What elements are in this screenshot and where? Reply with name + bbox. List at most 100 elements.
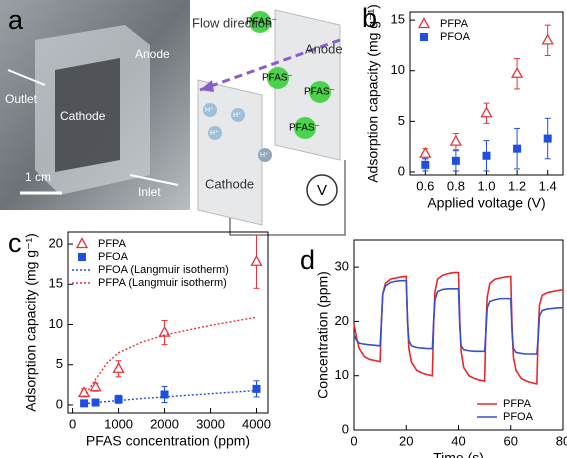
marker: [114, 395, 123, 404]
marker: [77, 386, 91, 398]
anion-label: PFAS⁻: [304, 87, 335, 98]
legend-swatch: [420, 33, 428, 41]
y-tick-label: 30: [335, 259, 349, 274]
y-axis-label: Concentration (ppm): [315, 271, 331, 399]
x-tick-label: 20: [399, 433, 413, 448]
x-tick-label: 0.8: [447, 178, 465, 193]
marker: [112, 361, 125, 373]
x-tick-label: 1000: [104, 416, 133, 431]
x-tick-label: 0.6: [416, 178, 434, 193]
proton: [258, 148, 272, 162]
anion: [267, 67, 289, 89]
marker: [541, 33, 554, 45]
flow-arrowhead: [200, 80, 214, 92]
marker: [513, 144, 522, 153]
data-line: [84, 389, 257, 405]
marker: [250, 254, 263, 266]
flow-arrow: [199, 38, 341, 92]
panel-label: c: [8, 228, 22, 258]
electrode: [55, 58, 120, 172]
proton: [208, 126, 222, 140]
voltmeter: [306, 174, 338, 206]
proton: [231, 108, 245, 122]
x-axis-label: PFAS concentration (ppm): [86, 433, 250, 449]
data-line: [83, 316, 257, 398]
x-tick-label: 60: [504, 433, 518, 448]
y-axis-label: Adsorption capacity (mg g⁻¹): [23, 233, 39, 412]
voltmeter-label: V: [317, 182, 327, 199]
anion-label: PFAS⁻: [289, 123, 320, 134]
marker: [510, 66, 524, 78]
y-tick-label: 10: [335, 367, 349, 382]
arrow: [7, 69, 46, 86]
cathode-plate: [197, 79, 263, 226]
legend-swatch: [417, 17, 431, 29]
y-tick-label: 5: [56, 356, 63, 371]
marker: [482, 151, 491, 160]
plate-label: Cathode: [205, 176, 254, 191]
x-tick-label: 0: [350, 433, 357, 448]
flow-label: Flow direction: [192, 15, 272, 30]
marker: [421, 160, 430, 169]
anion-label: PFAS⁻: [262, 73, 293, 84]
plot-frame: [67, 231, 269, 414]
x-tick-label: 2000: [150, 416, 179, 431]
y-tick-label: 5: [398, 113, 405, 128]
proton-label: H⁺: [260, 152, 269, 159]
y-axis-label: Adsorption capacity (mg g⁻¹): [365, 4, 381, 183]
anion: [249, 11, 271, 33]
x-tick-label: 1.2: [508, 178, 526, 193]
marker: [89, 380, 102, 392]
x-tick-label: 0: [69, 416, 76, 431]
photo-label: Inlet: [138, 185, 161, 199]
marker: [449, 134, 463, 146]
legend-label: PFOA: [98, 251, 129, 263]
legend-label: PFPA: [98, 238, 127, 250]
x-tick-label: 1.4: [539, 178, 557, 193]
y-tick-label: 0: [398, 163, 405, 178]
plot-frame: [353, 239, 564, 431]
proton-label: H⁺: [233, 112, 242, 119]
wire: [229, 160, 346, 236]
arrow: [129, 174, 179, 186]
legend-swatch: [75, 237, 89, 249]
marker: [160, 390, 169, 399]
anode-plate: [274, 9, 341, 161]
marker: [451, 156, 460, 165]
marker: [252, 384, 261, 393]
legend-label: PFOA: [503, 411, 534, 423]
y-tick-label: 20: [49, 236, 63, 251]
legend-swatch: [78, 253, 86, 261]
legend-label: PFPA: [503, 398, 532, 410]
panel-label: a: [8, 5, 24, 35]
proton-label: H⁺: [205, 107, 214, 114]
y-tick-label: 10: [49, 316, 63, 331]
y-tick-label: 0: [56, 396, 63, 411]
proton: [203, 103, 217, 117]
anion: [309, 81, 331, 103]
panel-label: d: [300, 245, 315, 275]
photo-label: Outlet: [5, 92, 38, 106]
legend-label: PFPA: [440, 18, 469, 30]
photo-label: Cathode: [60, 109, 106, 123]
photo-label: Anode: [135, 47, 170, 61]
anion: [294, 117, 316, 139]
y-tick-label: 15: [49, 276, 63, 291]
marker: [419, 146, 432, 158]
x-tick-label: 80: [556, 433, 567, 448]
photo: [0, 0, 190, 210]
x-axis-label: Applied voltage (V): [427, 195, 545, 211]
legend-label: PFPA (Langmuir isotherm): [98, 277, 227, 289]
y-tick-label: 20: [335, 313, 349, 328]
scale-bar-label: 1 cm: [25, 170, 51, 184]
marker: [91, 398, 100, 407]
y-tick-label: 15: [391, 12, 405, 27]
schematic: [197, 9, 346, 236]
plate-label: Anode: [305, 41, 343, 56]
panel-label: b: [362, 3, 377, 33]
x-tick-label: 40: [451, 433, 465, 448]
x-tick-label: 1.0: [477, 178, 495, 193]
y-tick-label: 10: [391, 62, 405, 77]
